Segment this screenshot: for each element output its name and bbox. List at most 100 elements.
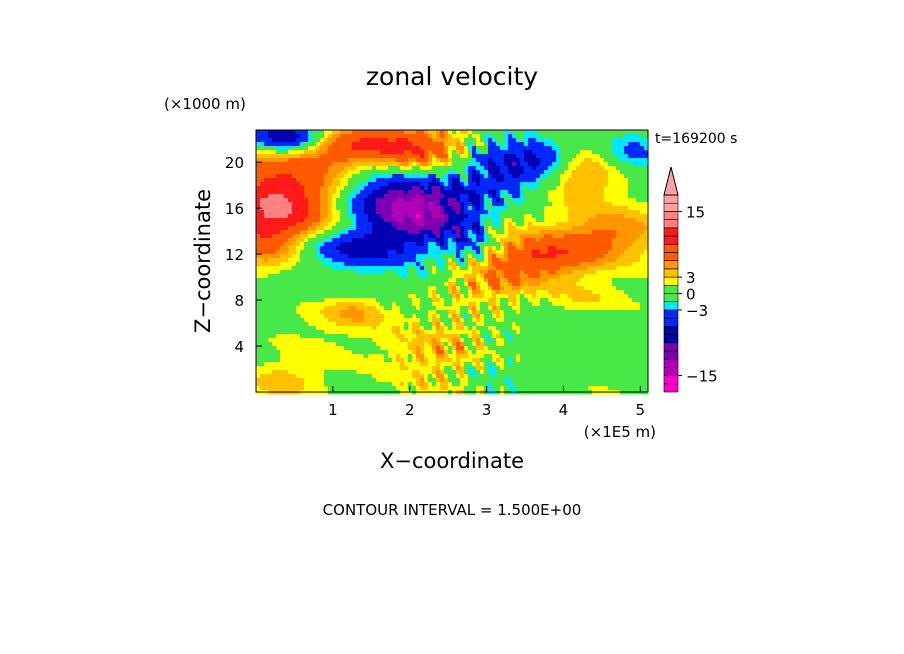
heatmap-cell (608, 302, 613, 307)
heatmap-cell (380, 134, 385, 139)
heatmap-cell (400, 290, 405, 295)
heatmap-cell (436, 138, 441, 143)
heatmap-cell (320, 158, 325, 163)
heatmap-cell (560, 274, 565, 279)
heatmap-cell (428, 266, 433, 271)
heatmap-cell (404, 186, 409, 191)
heatmap-cell (568, 270, 573, 275)
heatmap-cell (368, 226, 373, 231)
heatmap-cell (300, 226, 305, 231)
heatmap-cell (404, 242, 409, 247)
heatmap-cell (364, 214, 369, 219)
heatmap-cell (428, 310, 433, 315)
heatmap-cell (284, 198, 289, 203)
heatmap-cell (328, 282, 333, 287)
heatmap-cell (552, 142, 557, 147)
heatmap-cell (608, 254, 613, 259)
heatmap-cell (336, 134, 341, 139)
heatmap-cell (512, 278, 517, 283)
heatmap-cell (364, 170, 369, 175)
heatmap-cell (348, 302, 353, 307)
heatmap-cell (420, 262, 425, 267)
heatmap-cell (416, 182, 421, 187)
heatmap-cell (532, 286, 537, 291)
heatmap-cell (592, 154, 597, 159)
heatmap-cell (332, 202, 337, 207)
heatmap-cell (300, 170, 305, 175)
heatmap-cell (584, 318, 589, 323)
heatmap-cell (264, 282, 269, 287)
heatmap-cell (412, 154, 417, 159)
heatmap-cell (520, 234, 525, 239)
heatmap-cell (384, 310, 389, 315)
heatmap-cell (456, 162, 461, 167)
heatmap-cell (368, 230, 373, 235)
heatmap-cell (408, 138, 413, 143)
heatmap-cell (336, 162, 341, 167)
heatmap-cell (368, 266, 373, 271)
heatmap-cell (312, 294, 317, 299)
heatmap-cell (324, 206, 329, 211)
heatmap-cell (376, 178, 381, 183)
heatmap-cell (352, 270, 357, 275)
heatmap-cell (456, 150, 461, 155)
heatmap-cell (492, 154, 497, 159)
heatmap-cell (620, 302, 625, 307)
heatmap-cell (416, 270, 421, 275)
heatmap-cell (264, 182, 269, 187)
heatmap-cell (608, 142, 613, 147)
heatmap-cell (356, 310, 361, 315)
heatmap-cell (508, 250, 513, 255)
heatmap-cell (516, 226, 521, 231)
heatmap-cell (436, 278, 441, 283)
heatmap-cell (412, 270, 417, 275)
heatmap-cell (424, 314, 429, 319)
heatmap-cell (552, 310, 557, 315)
heatmap-cell (576, 222, 581, 227)
heatmap-cell (548, 246, 553, 251)
heatmap-cell (488, 318, 493, 323)
heatmap-cell (600, 178, 605, 183)
heatmap-cell (576, 218, 581, 223)
heatmap-cell (328, 146, 333, 151)
heatmap-cell (392, 326, 397, 331)
heatmap-cell (512, 130, 517, 135)
heatmap-cell (512, 218, 517, 223)
heatmap-cell (516, 214, 521, 219)
heatmap-cell (316, 170, 321, 175)
heatmap-cell (296, 162, 301, 167)
heatmap-cell (516, 290, 521, 295)
heatmap-cell (420, 250, 425, 255)
heatmap-cell (460, 306, 465, 311)
heatmap-cell (360, 230, 365, 235)
heatmap-cell (544, 146, 549, 151)
heatmap-cell (576, 226, 581, 231)
heatmap-cell (548, 178, 553, 183)
heatmap-cell (448, 198, 453, 203)
heatmap-cell (368, 158, 373, 163)
heatmap-cell (640, 294, 645, 299)
heatmap-cell (628, 154, 633, 159)
heatmap-cell (440, 246, 445, 251)
heatmap-cell (396, 262, 401, 267)
heatmap-cell (488, 286, 493, 291)
heatmap-cell (472, 298, 477, 303)
heatmap-cell (292, 282, 297, 287)
heatmap-cell (376, 262, 381, 267)
heatmap-cell (452, 190, 457, 195)
heatmap-cell (620, 158, 625, 163)
heatmap-cell (632, 254, 637, 259)
heatmap-cell (396, 178, 401, 183)
heatmap-cell (548, 330, 553, 335)
heatmap-cell (468, 218, 473, 223)
heatmap-cell (352, 286, 357, 291)
heatmap-cell (284, 250, 289, 255)
heatmap-cell (380, 294, 385, 299)
heatmap-cell (308, 238, 313, 243)
heatmap-cell (612, 326, 617, 331)
heatmap-cell (396, 134, 401, 139)
heatmap-cell (520, 294, 525, 299)
heatmap-cell (368, 238, 373, 243)
heatmap-cell (328, 230, 333, 235)
heatmap-cell (476, 266, 481, 271)
